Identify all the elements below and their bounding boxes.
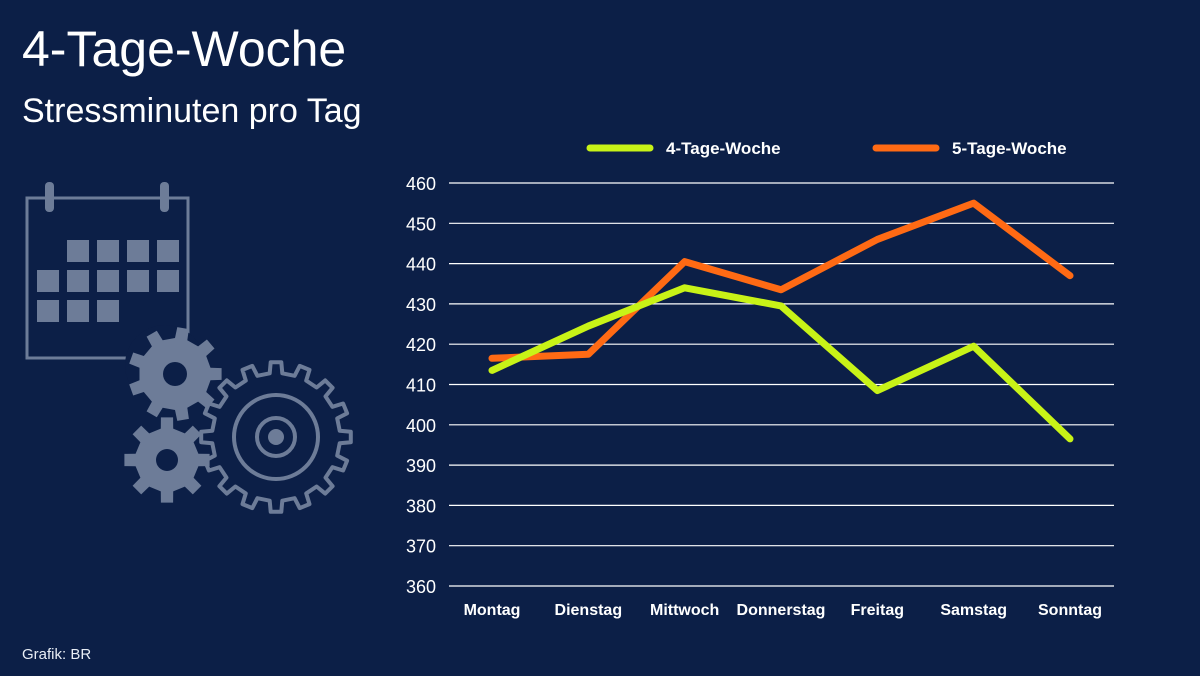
x-tick-label: Samstag — [940, 602, 1007, 619]
series-lines — [488, 199, 1074, 443]
series-line — [488, 199, 1074, 362]
y-tick-label: 430 — [406, 295, 436, 315]
y-tick-label: 360 — [406, 577, 436, 597]
grid-lines — [449, 182, 1114, 587]
calendar-icon — [25, 182, 190, 360]
y-tick-label: 450 — [406, 214, 436, 234]
illustration — [25, 182, 353, 514]
legend-label: 5-Tage-Woche — [952, 139, 1067, 158]
page-title: 4-Tage-Woche — [22, 21, 347, 77]
y-axis-ticks: 360 370 380 390 400 410 420 430 440 450 460 — [406, 174, 436, 597]
x-tick-label: Mittwoch — [650, 602, 719, 619]
legend-label: 4-Tage-Woche — [666, 139, 781, 158]
y-tick-label: 390 — [406, 456, 436, 476]
x-tick-label: Freitag — [851, 602, 904, 619]
y-tick-label: 370 — [406, 537, 436, 557]
x-tick-label: Montag — [464, 602, 521, 619]
y-tick-label: 400 — [406, 416, 436, 436]
source-credit: Grafik: BR — [22, 646, 92, 663]
y-tick-label: 460 — [406, 174, 436, 194]
y-tick-label: 380 — [406, 496, 436, 516]
gear-icon — [124, 325, 353, 514]
y-tick-label: 440 — [406, 255, 436, 275]
legend: 4-Tage-Woche 5-Tage-Woche — [586, 139, 1067, 158]
x-tick-label: Donnerstag — [737, 602, 826, 619]
y-tick-label: 420 — [406, 335, 436, 355]
y-tick-label: 410 — [406, 376, 436, 396]
x-axis-ticks: Montag Dienstag Mittwoch Donnerstag Freitag S… — [464, 602, 1102, 619]
series-line — [488, 284, 1074, 443]
x-tick-label: Dienstag — [555, 602, 623, 619]
page-subtitle: Stressminuten pro Tag — [22, 92, 362, 130]
x-tick-label: Sonntag — [1038, 602, 1102, 619]
